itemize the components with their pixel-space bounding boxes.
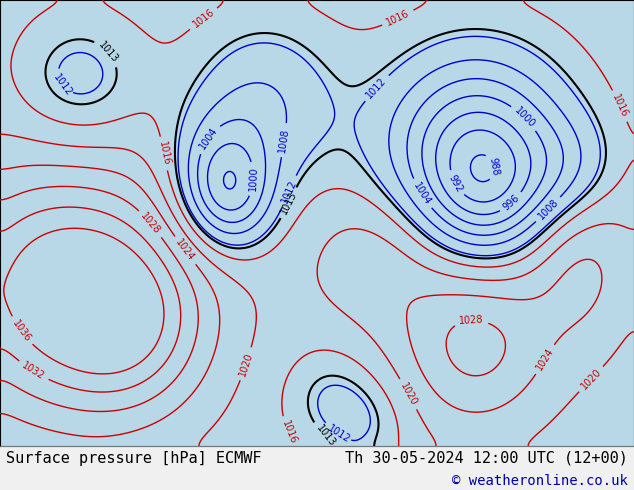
Text: 1000: 1000 [512, 105, 536, 130]
Text: 988: 988 [488, 156, 501, 176]
Text: 1013: 1013 [96, 40, 120, 65]
Text: 996: 996 [501, 193, 522, 213]
Text: Surface pressure [hPa] ECMWF: Surface pressure [hPa] ECMWF [6, 451, 262, 466]
Text: 1028: 1028 [459, 315, 484, 326]
Text: 1020: 1020 [238, 351, 255, 377]
Text: 1013: 1013 [314, 423, 337, 448]
Text: 1016: 1016 [611, 93, 630, 119]
Text: 1016: 1016 [385, 8, 411, 28]
Text: 1016: 1016 [191, 7, 216, 30]
Text: 1028: 1028 [139, 211, 162, 236]
Text: 1020: 1020 [579, 367, 603, 392]
Text: 1012: 1012 [365, 75, 389, 100]
Text: 1008: 1008 [278, 127, 291, 153]
Text: 1008: 1008 [536, 197, 560, 221]
Text: 1032: 1032 [20, 360, 46, 382]
Text: 1012: 1012 [51, 72, 74, 98]
Text: 992: 992 [446, 173, 464, 194]
Text: 1004: 1004 [197, 126, 219, 151]
Text: 1036: 1036 [10, 318, 32, 344]
Text: 1004: 1004 [411, 181, 432, 207]
Text: 1000: 1000 [247, 167, 259, 192]
Text: 1016: 1016 [157, 141, 171, 167]
Text: 1020: 1020 [398, 381, 418, 407]
Text: 1024: 1024 [174, 238, 197, 264]
Text: 1013: 1013 [279, 190, 299, 216]
Text: 1024: 1024 [534, 346, 556, 372]
Text: © weatheronline.co.uk: © weatheronline.co.uk [452, 474, 628, 488]
Text: 1016: 1016 [280, 419, 298, 446]
Text: Th 30-05-2024 12:00 UTC (12+00): Th 30-05-2024 12:00 UTC (12+00) [345, 451, 628, 466]
Text: 1012: 1012 [280, 178, 299, 205]
Text: 1012: 1012 [326, 423, 352, 445]
